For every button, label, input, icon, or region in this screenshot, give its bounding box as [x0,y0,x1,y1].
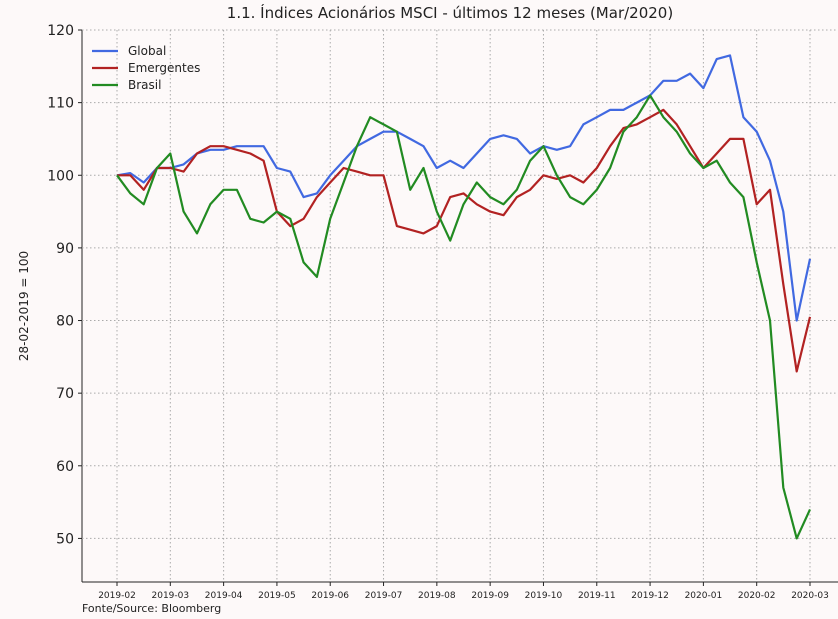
x-tick-label: 2019-06 [311,591,349,601]
x-tick-label: 2020-01 [685,591,723,601]
series-line [116,94,811,540]
x-tick-label: 2019-10 [525,591,563,601]
y-tick-label: 80 [56,314,74,330]
chart-title: 1.1. Índices Acionários MSCI - últimos 1… [227,3,673,22]
legend-label: Emergentes [128,61,200,75]
x-tick-label: 2019-08 [418,591,456,601]
y-tick-label: 120 [47,23,74,39]
series-line [116,54,812,322]
y-tick-label: 100 [47,168,74,184]
y-tick-label: 110 [47,96,74,112]
x-tick-label: 2019-11 [578,591,616,601]
y-tick-label: 50 [56,531,74,547]
source-note: Fonte/Source: Bloomberg [82,602,221,615]
x-tick-label: 2019-05 [258,591,296,601]
x-tick-label: 2019-09 [471,591,509,601]
series-line [117,108,812,373]
x-tick-label: 2019-12 [631,591,669,601]
y-tick-label: 60 [56,459,74,475]
x-tick-label: 2019-04 [205,591,243,601]
legend-label: Brasil [128,78,161,92]
x-tick-label: 2019-03 [152,591,190,601]
legend-label: Global [128,44,166,58]
x-tick-label: 2019-07 [365,591,403,601]
x-tick-label: 2020-02 [738,591,776,601]
x-tick-label: 2019-02 [98,591,136,601]
y-tick-label: 90 [56,241,74,257]
y-tick-label: 70 [56,386,74,402]
x-tick-label: 2020-03 [791,591,829,601]
y-axis-label: 28-02-2019 = 100 [17,251,31,361]
